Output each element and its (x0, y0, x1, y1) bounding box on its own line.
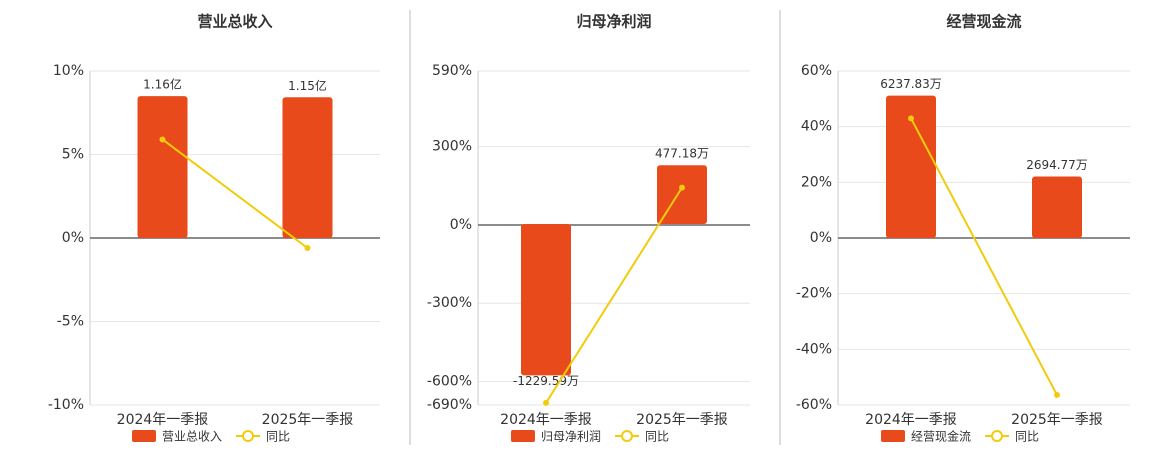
legend-label: 同比 (645, 430, 669, 444)
data-label: 477.18万 (655, 147, 709, 161)
y-tick-label: 0% (62, 230, 84, 246)
y-tick-label: -10% (48, 397, 84, 413)
y-tick-label: -60% (796, 397, 832, 413)
legend-label: 同比 (266, 430, 290, 444)
legend-swatch (881, 430, 905, 442)
yoy-point (908, 115, 914, 122)
data-label: 2694.77万 (1026, 158, 1088, 172)
yoy-point (543, 399, 549, 406)
y-tick-label: 10% (53, 63, 84, 79)
data-label: 1.16亿 (143, 77, 182, 92)
yoy-line (910, 117, 1058, 396)
bar (282, 97, 333, 238)
y-tick-label: -5% (57, 314, 84, 330)
data-label: -1229.59万 (513, 374, 579, 388)
legend-swatch (132, 430, 156, 442)
legend-label: 营业总收入 (162, 430, 222, 444)
legend-swatch (242, 430, 255, 442)
yoy-point (159, 136, 166, 143)
x-tick-label: 2024年一季报 (500, 412, 592, 428)
y-tick-label: 5% (62, 147, 84, 163)
y-tick-label: -300% (427, 295, 472, 311)
bar (1032, 176, 1082, 238)
y-tick-label: 20% (801, 174, 832, 190)
y-tick-label: 40% (801, 119, 832, 135)
data-label: 1.15亿 (288, 78, 327, 93)
chart-title: 经营现金流 (946, 13, 1021, 31)
y-tick-label: -690% (427, 397, 472, 413)
x-tick-label: 2025年一季报 (262, 412, 354, 428)
bar (886, 95, 936, 238)
chart-title: 营业总收入 (197, 13, 272, 31)
y-tick-label: 60% (801, 63, 832, 79)
x-tick-label: 2024年一季报 (865, 412, 957, 428)
y-tick-label: -20% (796, 286, 832, 302)
legend-label: 归母净利润 (541, 430, 601, 444)
legend-swatch (511, 430, 535, 442)
chart-title: 归母净利润 (576, 13, 651, 31)
yoy-point (679, 184, 685, 191)
bar (137, 96, 188, 238)
legend-swatch (621, 430, 634, 442)
yoy-point (304, 245, 311, 252)
y-tick-label: 590% (432, 63, 472, 79)
y-tick-label: 0% (450, 217, 472, 233)
x-tick-label: 2025年一季报 (1011, 412, 1103, 428)
y-tick-label: 300% (432, 139, 472, 155)
y-tick-label: 0% (810, 230, 832, 246)
legend-swatch (991, 430, 1004, 442)
y-tick-label: -40% (796, 341, 832, 357)
yoy-line (545, 187, 683, 404)
x-tick-label: 2025年一季报 (636, 412, 728, 428)
y-tick-label: -600% (427, 374, 472, 390)
legend-label: 经营现金流 (911, 429, 971, 444)
x-tick-label: 2024年一季报 (117, 412, 209, 428)
yoy-line (161, 138, 309, 249)
yoy-point (1054, 391, 1060, 398)
bar (521, 223, 571, 376)
data-label: 6237.83万 (880, 77, 942, 91)
legend-label: 同比 (1015, 430, 1039, 444)
